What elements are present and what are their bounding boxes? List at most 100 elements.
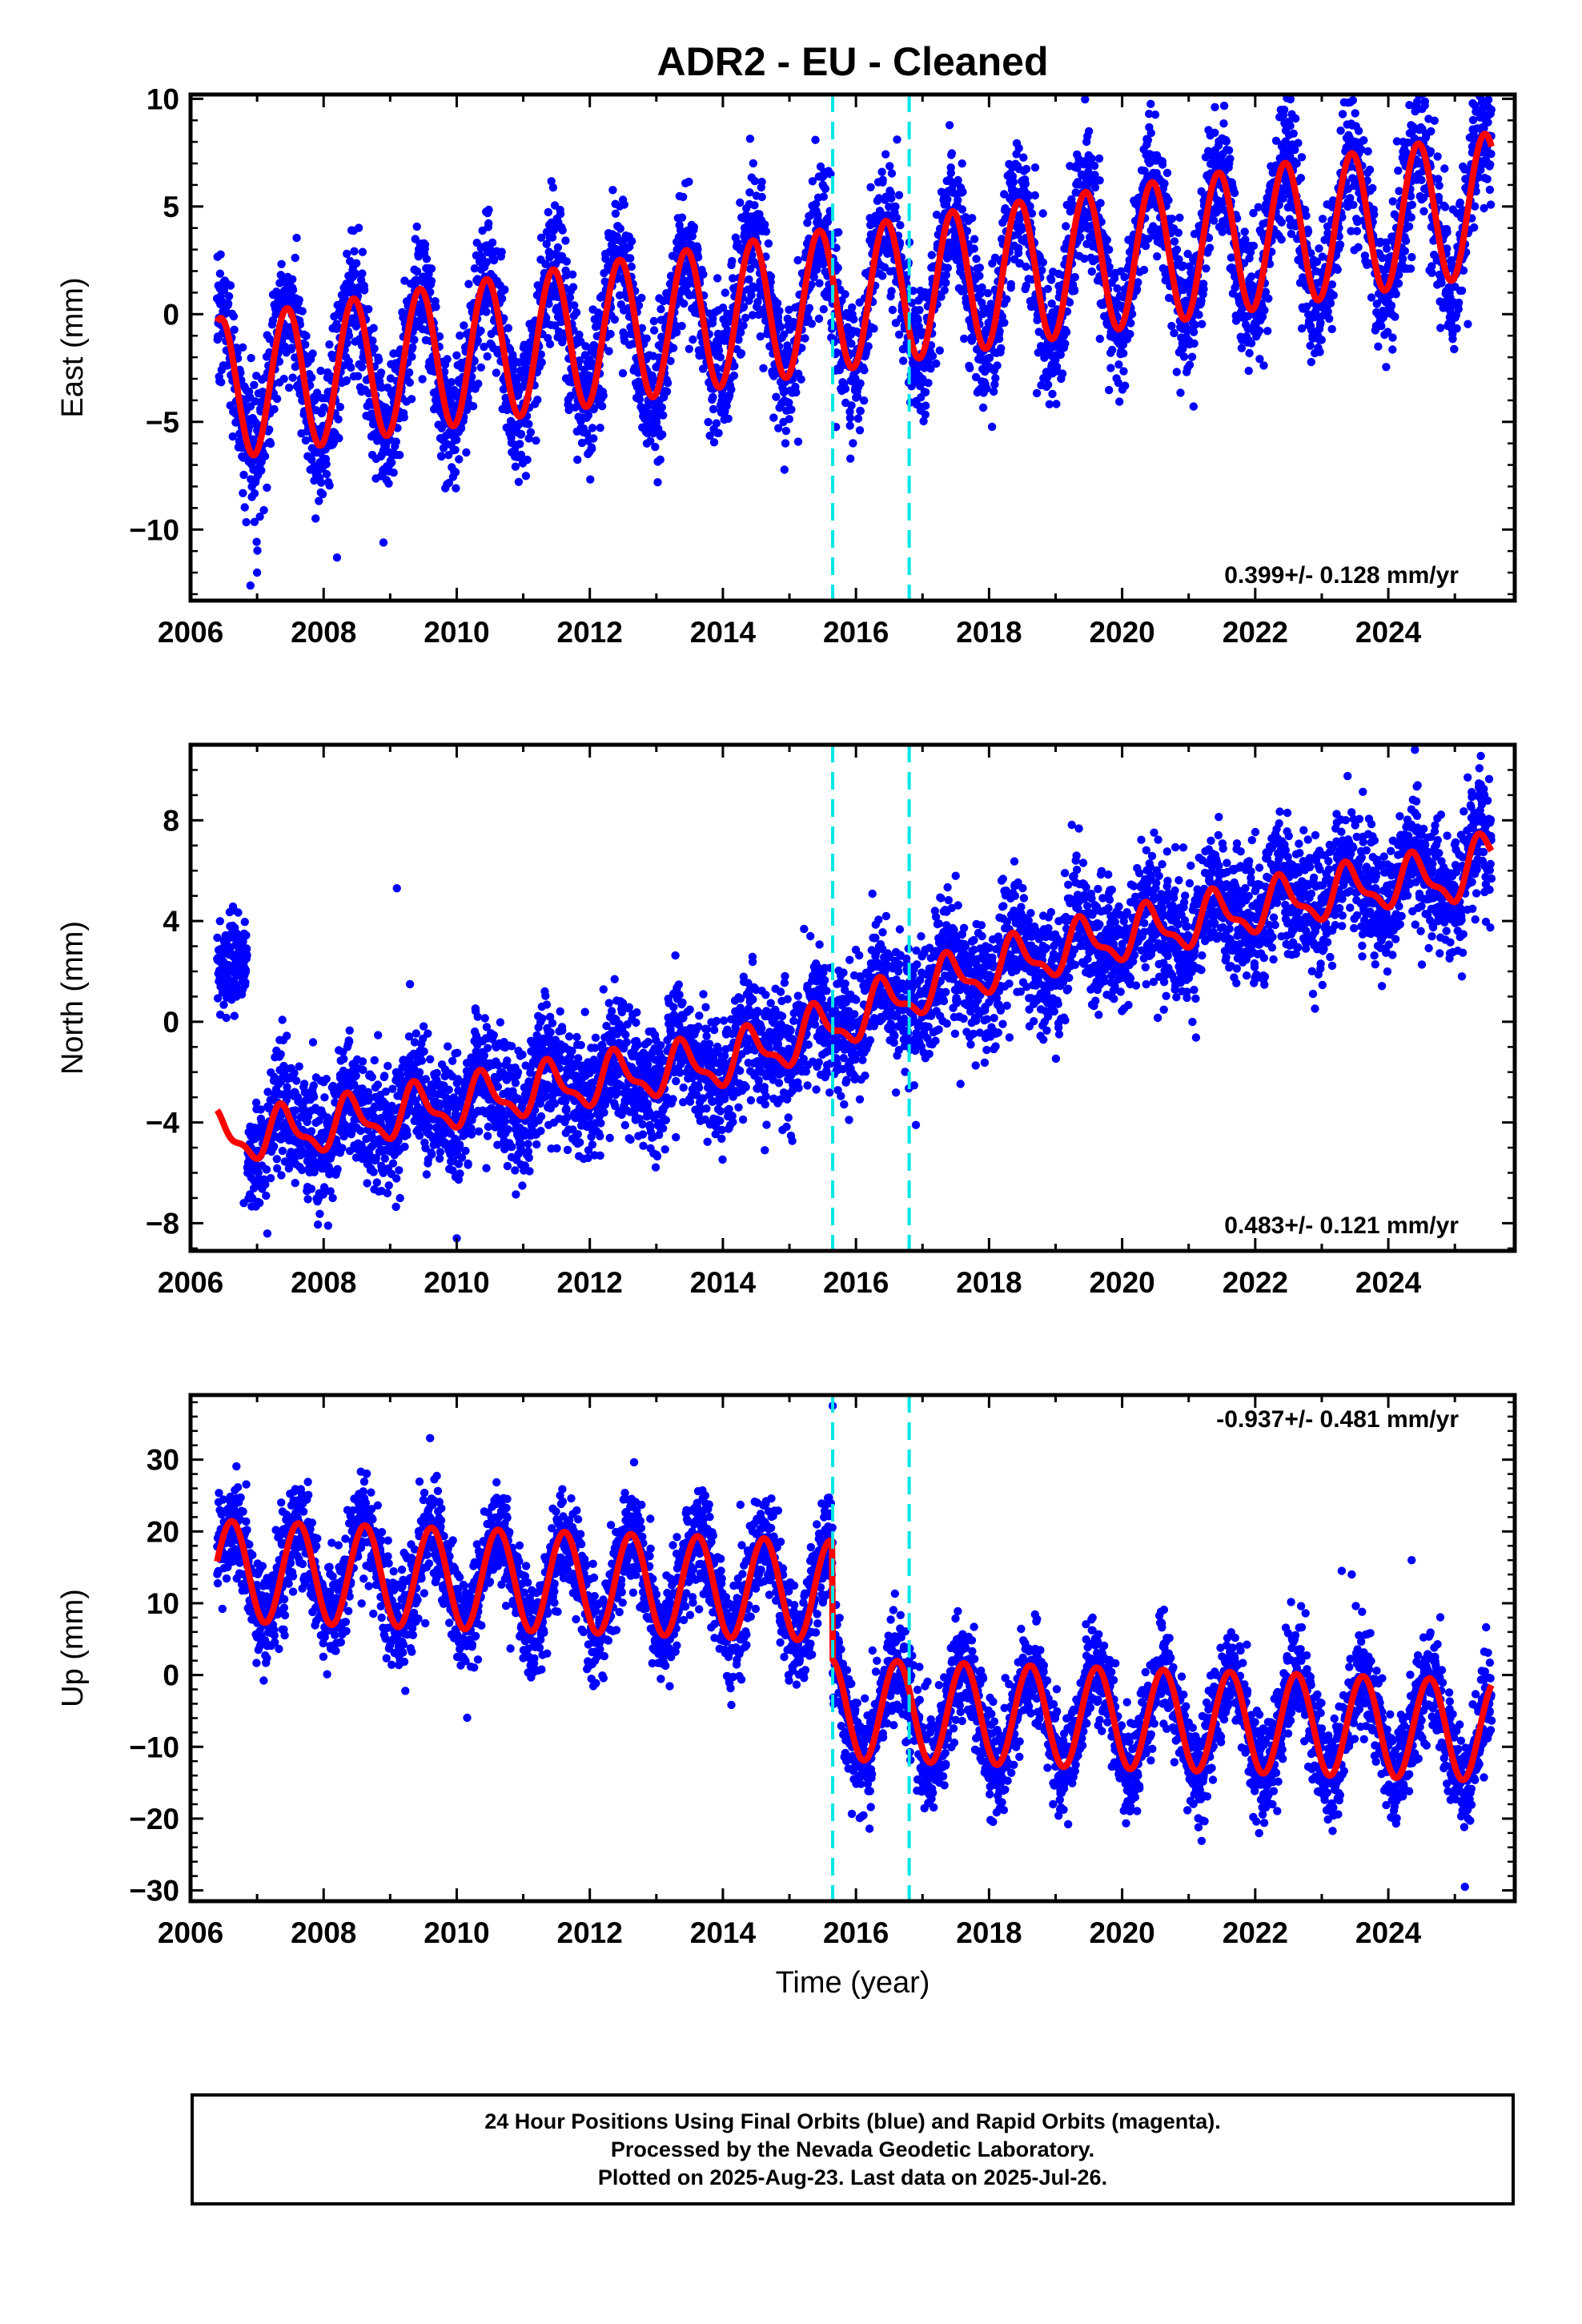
data-point	[649, 326, 659, 335]
data-point	[1185, 360, 1195, 369]
data-point	[887, 169, 897, 178]
data-point	[308, 349, 317, 358]
data-point	[1030, 191, 1040, 200]
data-point	[1277, 235, 1286, 244]
data-point	[1240, 227, 1249, 236]
data-point	[1175, 213, 1184, 222]
data-point	[1048, 389, 1057, 399]
data-point	[968, 214, 977, 223]
data-point	[247, 353, 255, 363]
data-point	[252, 537, 261, 546]
data-point	[376, 368, 386, 377]
data-point	[541, 259, 550, 268]
data-point	[1317, 336, 1327, 344]
data-point	[298, 307, 307, 316]
data-point	[849, 439, 857, 448]
data-point	[1338, 110, 1347, 119]
data-point	[656, 455, 665, 464]
data-point	[615, 291, 624, 300]
data-point	[318, 489, 327, 499]
data-point	[672, 328, 681, 337]
data-point	[1349, 200, 1358, 209]
data-point	[460, 321, 468, 330]
data-point	[994, 335, 1004, 344]
data-point	[1043, 284, 1053, 293]
data-point	[512, 380, 521, 388]
data-point	[1394, 166, 1403, 175]
data-point	[653, 478, 662, 487]
data-point	[853, 414, 863, 423]
data-point	[819, 305, 828, 314]
data-point	[532, 436, 540, 445]
data-point	[516, 440, 524, 448]
data-point	[689, 335, 697, 344]
data-point	[610, 315, 619, 324]
data-point	[899, 356, 908, 365]
data-point	[240, 503, 249, 512]
data-point	[724, 414, 733, 423]
data-point	[291, 353, 299, 362]
data-point	[1325, 314, 1334, 324]
data-point	[1126, 330, 1134, 339]
data-point	[714, 428, 723, 437]
data-point	[1249, 241, 1259, 251]
data-point	[1038, 209, 1047, 218]
data-point	[492, 368, 501, 377]
data-point	[579, 376, 588, 385]
data-point	[1139, 265, 1149, 275]
data-point	[885, 162, 894, 171]
data-point	[277, 259, 286, 268]
data-point	[813, 211, 822, 219]
data-point	[1306, 341, 1315, 350]
data-point	[894, 191, 904, 199]
data-point	[334, 415, 343, 424]
data-point	[322, 460, 331, 468]
data-point	[1070, 272, 1080, 282]
data-point	[1009, 178, 1018, 187]
data-point	[1382, 363, 1391, 372]
data-point	[410, 336, 419, 344]
data-point	[1404, 222, 1414, 231]
data-point	[1000, 318, 1009, 328]
data-point	[1058, 369, 1067, 378]
data-point	[1407, 213, 1416, 222]
data-point	[637, 293, 646, 303]
data-point	[1359, 136, 1368, 145]
data-point	[878, 175, 887, 184]
data-point	[1094, 154, 1104, 163]
data-point	[892, 213, 901, 223]
data-point	[785, 415, 793, 424]
data-point	[940, 286, 949, 295]
data-point	[921, 401, 930, 410]
data-point	[408, 343, 417, 352]
data-point	[400, 276, 409, 285]
data-point	[685, 177, 693, 187]
data-point	[226, 281, 235, 290]
data-point	[599, 391, 608, 400]
data-point	[781, 439, 790, 448]
data-point	[1367, 293, 1376, 302]
data-point	[1388, 197, 1398, 206]
data-point	[279, 374, 288, 384]
data-point	[1430, 116, 1439, 125]
data-point	[370, 344, 379, 353]
data-point	[1399, 255, 1407, 263]
data-point	[332, 324, 341, 333]
data-point	[721, 288, 729, 297]
data-point	[288, 285, 298, 295]
data-point	[728, 256, 737, 266]
data-point	[364, 304, 373, 314]
data-point	[558, 226, 567, 235]
data-point	[568, 270, 577, 279]
data-point	[970, 244, 978, 253]
data-point	[473, 336, 482, 345]
data-point	[480, 342, 488, 352]
data-point	[260, 452, 270, 460]
data-point	[662, 387, 672, 396]
data-point	[646, 436, 655, 445]
data-point	[391, 437, 400, 446]
data-point	[1205, 243, 1215, 252]
data-point	[737, 349, 746, 358]
data-point	[1160, 179, 1169, 188]
data-point	[1189, 328, 1199, 336]
